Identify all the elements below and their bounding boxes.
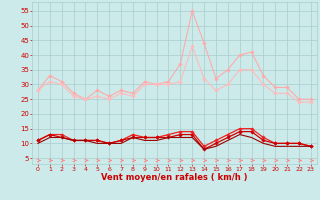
X-axis label: Vent moyen/en rafales ( km/h ): Vent moyen/en rafales ( km/h ) bbox=[101, 173, 248, 182]
